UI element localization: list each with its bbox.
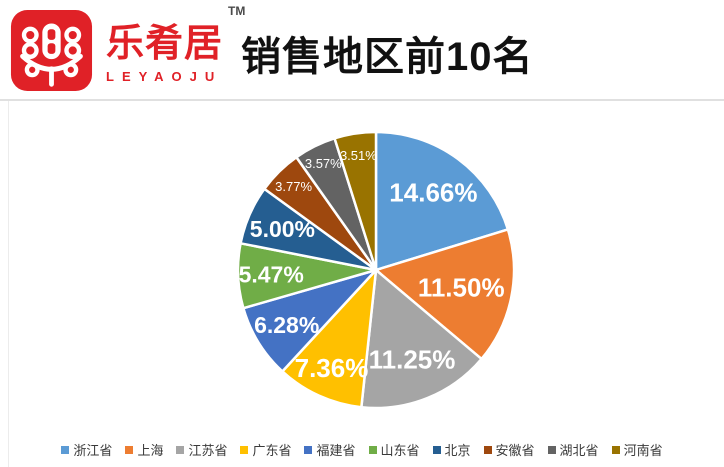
brand-name: 乐肴居 (106, 23, 224, 65)
legend-label: 山东省 (380, 443, 420, 458)
pie-label-安徽省: 3.77% (275, 179, 312, 194)
pie-label-山东省: 5.47% (239, 262, 304, 288)
header: 乐肴居 LEYAOJU TM 销售地区前10名 (0, 0, 724, 98)
page-title: 销售地区前10名 (241, 35, 534, 79)
legend-label: 浙江省 (73, 443, 113, 458)
pie-label-浙江省: 14.66% (389, 177, 477, 207)
legend-swatch (61, 445, 70, 454)
legend-item-浙江省: 浙江省 (61, 440, 112, 459)
trademark-symbol: TM (228, 4, 246, 18)
legend-swatch (125, 445, 134, 454)
legend-swatch (432, 445, 441, 454)
pie-label-上海: 11.50% (418, 272, 505, 302)
legend-label: 江苏省 (188, 443, 228, 458)
legend-label: 湖北省 (559, 443, 599, 458)
legend-item-北京: 北京 (432, 440, 471, 459)
legend-swatch (304, 445, 313, 454)
legend-label: 北京 (444, 443, 471, 458)
legend-item-安徽省: 安徽省 (483, 440, 535, 459)
pie-label-河南省: 3.51% (340, 148, 377, 163)
legend-label: 广东省 (252, 443, 292, 458)
pie-label-江苏省: 11.25% (369, 345, 456, 375)
pie-label-福建省: 6.28% (254, 312, 319, 338)
legend-label: 福建省 (316, 443, 356, 458)
pie-label-广东省: 7.36% (295, 353, 369, 383)
pie-slice-浙江省 (374, 130, 510, 272)
pie-label-北京: 5.00% (250, 216, 315, 242)
legend-swatch (483, 445, 492, 454)
brand-block: 乐肴居 LEYAOJU (106, 23, 236, 84)
legend-swatch (368, 445, 377, 454)
legend-label: 河南省 (623, 443, 663, 458)
legend-swatch (176, 445, 185, 454)
legend-item-广东省: 广东省 (240, 440, 291, 459)
pie-slice-河南省 (333, 130, 378, 272)
legend-swatch (611, 445, 620, 454)
pie-slice-江苏省 (360, 268, 483, 410)
legend-item-河南省: 河南省 (611, 440, 663, 459)
legend-item-上海: 上海 (125, 440, 163, 459)
pie-slice-广东省 (281, 268, 378, 409)
legend-label: 上海 (137, 443, 164, 458)
legend: 浙江省 上海 江苏省 广东省 福建省 山东省 北京 安徽省 湖北省 河南省 (0, 440, 724, 459)
pie-chart: 14.66% 11.50% 11.25%7.36% 6.28% 5.47% 5.00% 3.… (236, 130, 516, 410)
legend-item-湖北省: 湖北省 (547, 440, 599, 459)
leyaoju-logo-icon (10, 9, 93, 92)
legend-swatch (547, 445, 556, 454)
legend-item-山东省: 山东省 (368, 440, 420, 459)
legend-item-福建省: 福建省 (304, 440, 356, 459)
pie-label-湖北省: 3.57% (305, 156, 342, 171)
pie-slice-上海 (374, 228, 516, 361)
legend-item-江苏省: 江苏省 (176, 440, 227, 459)
legend-swatch (240, 445, 249, 454)
header-divider (0, 99, 724, 101)
legend-label: 安徽省 (495, 443, 535, 458)
brand-subtitle: LEYAOJU (106, 68, 223, 84)
